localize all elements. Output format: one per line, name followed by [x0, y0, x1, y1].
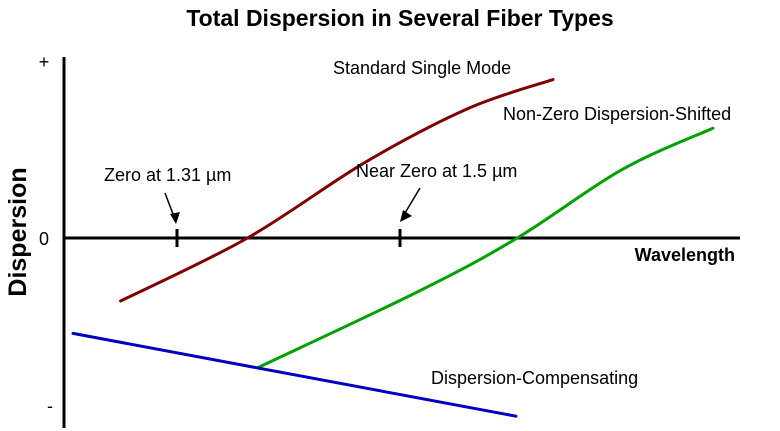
y-tick-zero: 0	[39, 229, 49, 249]
annotation-near-zero-1-5: Near Zero at 1.5 µm	[356, 161, 517, 181]
series-label-standard-single-mode: Standard Single Mode	[333, 58, 511, 78]
annotation-arrowhead-zero-1-31	[170, 212, 180, 224]
annotation-zero-1-31: Zero at 1.31 µm	[104, 165, 231, 185]
series-line-dispersion-compensating	[71, 331, 518, 418]
series-label-dispersion-compensating: Dispersion-Compensating	[431, 368, 638, 388]
y-tick-plus: +	[39, 52, 50, 72]
series-line-non-zero-dispersion-shifted	[256, 126, 715, 370]
y-tick-minus: -	[47, 396, 53, 416]
series-line-standard-single-mode	[119, 78, 555, 303]
y-axis-label: Dispersion	[4, 167, 32, 296]
x-axis-label: Wavelength	[635, 245, 735, 265]
series-label-non-zero-dispersion-shifted: Non-Zero Dispersion-Shifted	[503, 104, 731, 124]
annotation-arrowhead-near-zero-1-5	[400, 210, 412, 222]
chart-title: Total Dispersion in Several Fiber Types	[186, 5, 613, 31]
